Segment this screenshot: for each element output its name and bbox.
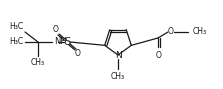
Text: H₃C: H₃C bbox=[9, 37, 23, 46]
Text: O: O bbox=[75, 49, 81, 58]
Text: O: O bbox=[168, 28, 174, 36]
Text: O: O bbox=[156, 51, 162, 60]
Text: CH₃: CH₃ bbox=[193, 28, 207, 36]
Text: NH: NH bbox=[54, 37, 67, 46]
Text: S: S bbox=[64, 37, 70, 47]
Text: CH₃: CH₃ bbox=[31, 58, 45, 67]
Text: O: O bbox=[53, 26, 59, 35]
Text: H₃C: H₃C bbox=[9, 22, 23, 31]
Text: CH₃: CH₃ bbox=[111, 72, 125, 81]
Text: N: N bbox=[115, 50, 121, 60]
